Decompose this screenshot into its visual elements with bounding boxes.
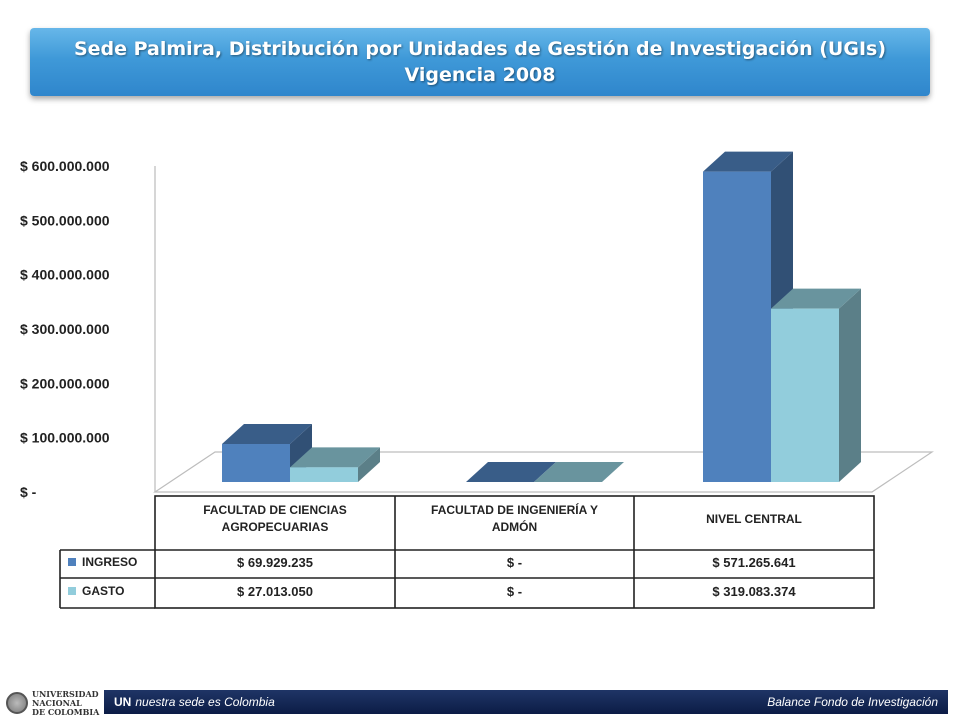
- data-label: $ 27.013.050: [237, 584, 313, 599]
- bar-gasto-0: [290, 447, 380, 482]
- category-label: AGROPECUARIAS: [222, 520, 329, 534]
- bar-top: [466, 462, 556, 482]
- footer-slogan-text: nuestra sede es Colombia: [135, 695, 275, 709]
- bar-top: [222, 424, 312, 445]
- category-label: FACULTAD DE CIENCIAS: [203, 503, 347, 517]
- logo-line-1: UNIVERSIDAD: [32, 688, 99, 699]
- legend-label: INGRESO: [82, 555, 137, 569]
- legend-key-ingreso: [68, 558, 76, 566]
- bar-top: [703, 151, 793, 172]
- bar-side: [358, 447, 380, 482]
- y-tick-label: $ 200.000.000: [20, 375, 110, 391]
- page-subtitle: Vigencia 2008: [404, 64, 556, 86]
- seal-icon: [6, 692, 28, 714]
- data-table-border: [154, 495, 875, 609]
- y-tick-label: $ -: [20, 484, 37, 500]
- category-label: FACULTAD DE INGENIERÍA Y: [431, 502, 598, 517]
- title-banner: Sede Palmira, Distribución por Unidades …: [30, 28, 930, 96]
- bar-top: [771, 288, 861, 309]
- data-label: $ 319.083.374: [712, 584, 796, 599]
- bar-chart: $ - $ 100.000.000 $ 200.000.000 $ 300.000.0…: [20, 151, 934, 609]
- y-tick-label: $ 100.000.000: [20, 430, 110, 446]
- bar-front: [222, 444, 290, 482]
- bar-side: [839, 288, 861, 482]
- bar-top: [534, 462, 624, 482]
- category-label: ADMÓN: [492, 519, 537, 534]
- data-label: $ 571.265.641: [712, 555, 795, 570]
- data-label: $ 69.929.235: [237, 555, 313, 570]
- footer-right-text: Balance Fondo de Investigación: [767, 695, 938, 709]
- bar-gasto-1: [534, 462, 624, 482]
- university-logo: UNIVERSIDAD NACIONAL DE COLOMBIA: [6, 688, 100, 718]
- y-tick-label: $ 500.000.000: [20, 212, 110, 228]
- legend-key-gasto: [68, 587, 76, 595]
- footer-slogan: UN nuestra sede es Colombia: [114, 695, 275, 709]
- y-tick-label: $ 400.000.000: [20, 267, 110, 283]
- category-label: NIVEL CENTRAL: [706, 512, 802, 526]
- bar-front: [290, 467, 358, 482]
- footer: UNIVERSIDAD NACIONAL DE COLOMBIA UN nuest…: [0, 688, 960, 720]
- logo-line-3: DE COLOMBIA: [32, 706, 100, 717]
- footer-bar: UN nuestra sede es Colombia Balance Fondo…: [104, 690, 948, 714]
- data-label: $ -: [507, 555, 522, 570]
- bar-front: [771, 308, 839, 482]
- bar-top: [290, 447, 380, 468]
- y-tick-label: $ 300.000.000: [20, 321, 110, 337]
- page-title: Sede Palmira, Distribución por Unidades …: [73, 38, 887, 60]
- bar-front: [703, 171, 771, 482]
- footer-brand: UN: [114, 695, 132, 709]
- logo-line-2: NACIONAL: [32, 697, 82, 708]
- data-label: $ -: [507, 584, 522, 599]
- bar-ingreso-1: [466, 462, 556, 482]
- bar-gasto-2: [771, 288, 861, 482]
- legend-label: GASTO: [82, 584, 124, 598]
- y-tick-label: $ 600.000.000: [20, 158, 110, 174]
